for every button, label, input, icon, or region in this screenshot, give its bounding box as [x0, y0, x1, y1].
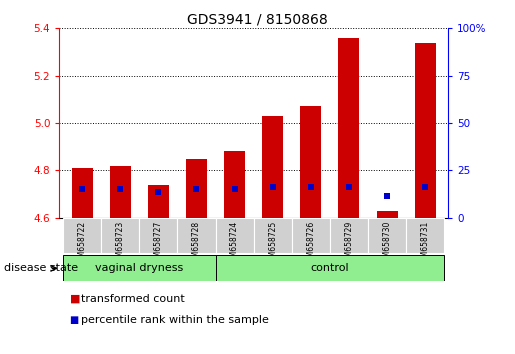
Text: GSM658730: GSM658730	[383, 221, 391, 267]
Bar	[101, 218, 139, 253]
Bar	[224, 152, 245, 218]
Bar	[139, 218, 177, 253]
Bar	[186, 159, 207, 218]
Bar	[368, 218, 406, 253]
Bar	[215, 255, 444, 281]
Bar	[262, 116, 283, 218]
Bar	[110, 166, 131, 218]
Text: GSM658731: GSM658731	[421, 221, 430, 267]
Bar	[253, 218, 292, 253]
Text: GDS3941 / 8150868: GDS3941 / 8150868	[187, 12, 328, 27]
Text: vaginal dryness: vaginal dryness	[95, 263, 183, 273]
Bar	[376, 211, 398, 218]
Text: GSM658724: GSM658724	[230, 221, 239, 267]
Text: disease state: disease state	[4, 263, 78, 273]
Bar	[215, 218, 253, 253]
Text: ■: ■	[70, 315, 79, 325]
Text: ■: ■	[70, 294, 80, 304]
Bar	[72, 168, 93, 218]
Bar	[148, 184, 169, 218]
Bar	[415, 42, 436, 218]
Text: GSM658728: GSM658728	[192, 221, 201, 267]
Text: GSM658729: GSM658729	[345, 221, 353, 267]
Bar	[300, 107, 321, 218]
Bar	[63, 255, 215, 281]
Text: GSM658725: GSM658725	[268, 221, 277, 267]
Text: GSM658723: GSM658723	[116, 221, 125, 267]
Bar	[292, 218, 330, 253]
Text: transformed count: transformed count	[81, 294, 184, 304]
Text: GSM658722: GSM658722	[78, 221, 87, 267]
Bar	[330, 218, 368, 253]
Bar	[63, 218, 101, 253]
Bar	[406, 218, 444, 253]
Bar	[177, 218, 215, 253]
Text: percentile rank within the sample: percentile rank within the sample	[81, 315, 269, 325]
Text: GSM658727: GSM658727	[154, 221, 163, 267]
Bar	[338, 38, 359, 218]
Text: GSM658726: GSM658726	[306, 221, 315, 267]
Text: control: control	[311, 263, 349, 273]
